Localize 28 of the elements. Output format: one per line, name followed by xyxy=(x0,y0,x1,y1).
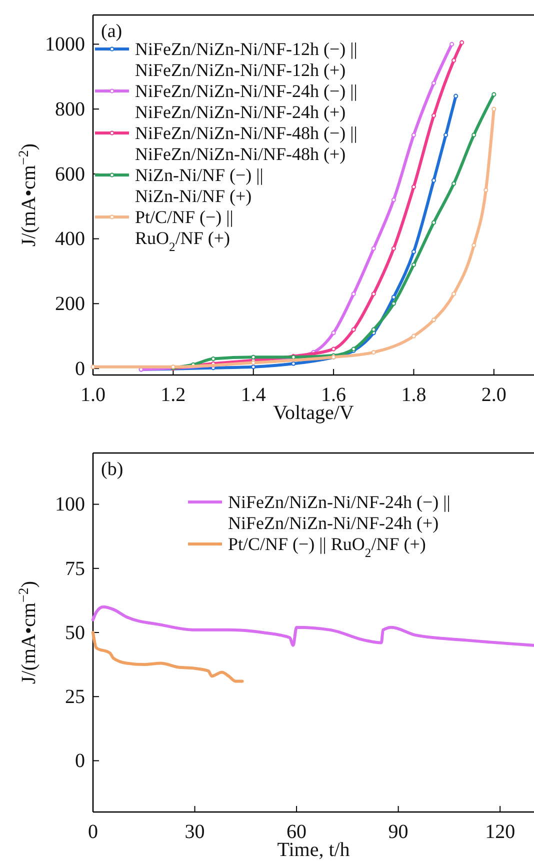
legend-label: NiFeZn/NiZn-Ni/NF-24h (−) || NiFeZn/NiZn-Ni/NF-24h (+) xyxy=(135,81,358,122)
legend-label: NiFeZn/NiZn-Ni/NF-24h (−) || NiFeZn/NiZn-Ni/NF-24h (+) xyxy=(228,492,450,533)
y-tick-label: 25 xyxy=(65,686,85,708)
chart-title: (a) xyxy=(101,21,122,42)
y-tick-label: 800 xyxy=(55,98,85,120)
y-tick-label: 50 xyxy=(65,622,85,644)
y-tick-label: 400 xyxy=(55,228,85,250)
x-tick-label: 2.0 xyxy=(481,384,506,406)
y-tick-label: 1000 xyxy=(45,34,85,56)
x-tick-label: 90 xyxy=(388,821,408,844)
chart-title: (b) xyxy=(101,459,124,480)
y-tick-label: 100 xyxy=(55,494,85,516)
legend-label: NiFeZn/NiZn-Ni/NF-12h (−) || NiFeZn/NiZn-Ni/NF-12h (+) xyxy=(135,39,358,80)
x-tick-label: 1.8 xyxy=(401,384,426,406)
y-tick-label: 75 xyxy=(65,558,85,580)
x-tick-label: 1.2 xyxy=(160,384,186,406)
y-tick-label: 600 xyxy=(55,163,85,186)
legend-label: Pt/C/NF (−) || RuO$_{2}$/NF (+) xyxy=(228,534,426,560)
y-tick-label: 0 xyxy=(75,750,85,772)
legend-label: NiZn-Ni/NF (−) || NiZn-Ni/NF (+) xyxy=(135,165,264,206)
legend-label: NiFeZn/NiZn-Ni/NF-48h (−) || NiFeZn/NiZn-Ni/NF-48h (+) xyxy=(135,123,358,164)
legend-label: Pt/C/NF (−) || RuO$_{2}$/NF (+) xyxy=(135,207,234,254)
y-tick-label: 200 xyxy=(55,293,85,316)
y-tick-label: 0 xyxy=(75,358,85,380)
x-tick-label: 1.0 xyxy=(80,384,106,406)
x-tick-label: 1.4 xyxy=(240,384,266,406)
x-tick-label: 30 xyxy=(184,821,205,844)
x-tick-label: 120 xyxy=(485,821,516,844)
